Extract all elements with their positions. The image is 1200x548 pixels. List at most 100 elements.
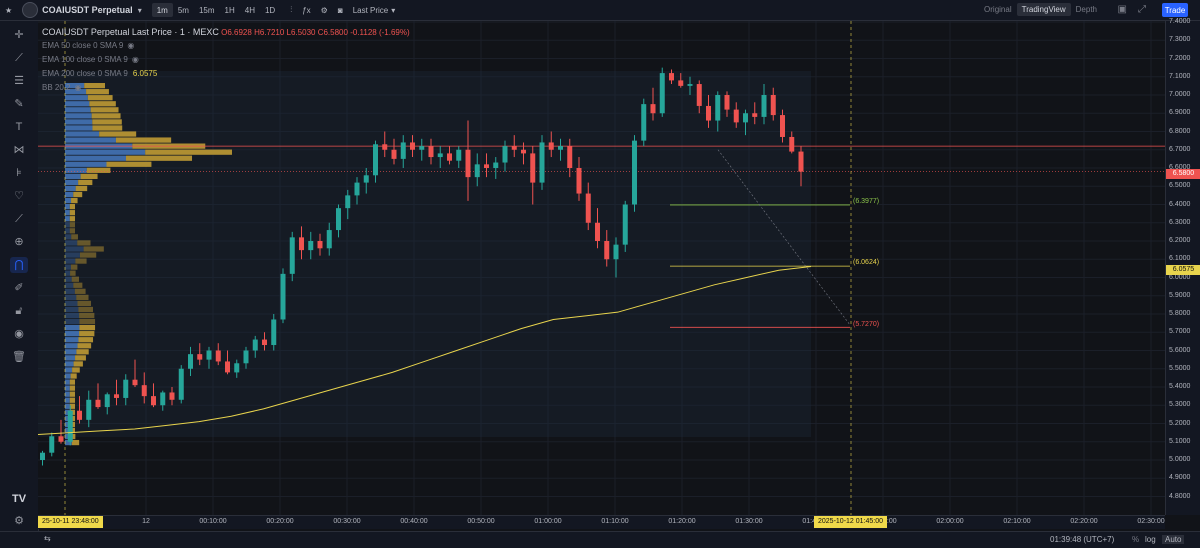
time-tick: 02:30:00	[1137, 518, 1165, 525]
indicator-bb[interactable]: BB 20 2	[42, 83, 71, 92]
volume-profile-down	[71, 197, 78, 204]
volume-profile-down	[72, 367, 80, 373]
time-tick: 00:10:00	[199, 518, 227, 525]
lock-icon[interactable]: 🔓︎	[15, 305, 23, 317]
candle-body	[456, 149, 462, 161]
eye-icon[interactable]: ◉	[127, 41, 135, 50]
timeframe-15m[interactable]: 15m	[198, 5, 215, 15]
time-axis[interactable]: 02:30:0002:20:0002:10:0002:00:0001:50:00…	[38, 515, 1165, 529]
volume-profile-down	[69, 379, 75, 385]
time-crosshair-right: 2025-10-12 01:45:00	[814, 516, 887, 528]
timeframe-5m[interactable]: 5m	[177, 5, 189, 15]
volume-profile-up	[65, 234, 72, 240]
settings-gear-icon[interactable]: ⚙	[14, 515, 24, 527]
volume-profile-up	[65, 155, 126, 161]
volume-profile-up	[65, 216, 70, 222]
timeframe-1d[interactable]: 1D	[264, 5, 276, 15]
indicator-ema50[interactable]: EMA 50 close 0 SMA 9	[42, 41, 124, 50]
trade-button[interactable]: Trade	[1162, 3, 1188, 17]
timeframe-group: 1m 5m 15m 1H 4H 1D	[147, 0, 286, 20]
volume-profile-up	[65, 300, 78, 307]
lock-drawing-icon[interactable]: ✐	[14, 282, 24, 294]
fullscreen-icon[interactable]: ⤢	[1138, 4, 1146, 15]
price-tick: 7.3000	[1169, 36, 1191, 44]
candle-body	[530, 153, 536, 183]
legend-change: -0.1128 (-1.69%)	[350, 28, 410, 37]
percent-toggle[interactable]: %	[1132, 535, 1140, 544]
chevron-down-icon: ▾	[391, 5, 396, 15]
eye-icon[interactable]: ◉	[14, 328, 24, 340]
time-tick: 02:10:00	[1003, 518, 1031, 525]
forecast-tool-icon[interactable]: ⊧	[16, 167, 22, 179]
candle-body	[262, 339, 267, 346]
timeframe-1m[interactable]: 1m	[151, 3, 173, 17]
current-price-label: 6.5800	[1166, 169, 1200, 179]
candle-body	[789, 136, 795, 152]
favorite-star-icon[interactable]: ★	[5, 5, 13, 15]
trend-line-icon[interactable]: ⟋	[15, 52, 23, 64]
volume-profile-down	[74, 288, 86, 294]
candle-body	[391, 149, 397, 159]
volume-profile-down	[86, 89, 109, 95]
auto-toggle[interactable]: Auto	[1162, 535, 1185, 544]
crosshair-icon[interactable]: ✛	[14, 29, 24, 41]
symbol-selector[interactable]: COAIUSDT Perpetual ▾	[17, 0, 147, 20]
go-to-date-icon[interactable]: ⇆	[44, 534, 51, 543]
trash-icon[interactable]: 🗑︎	[12, 351, 26, 363]
level-label-upper: (6.3977)	[853, 198, 880, 205]
volume-profile-up	[65, 270, 71, 276]
volume-profile-down	[77, 300, 92, 307]
time-tick: 00:40:00	[400, 518, 428, 525]
volume-profile-up	[65, 167, 87, 173]
volume-profile-down	[69, 216, 75, 222]
timeframe-4h[interactable]: 4H	[244, 5, 255, 15]
price-axis[interactable]: 4.8000 4.9000 5.0000 5.1000 5.2000 5.3000 5.40…	[1165, 18, 1200, 515]
volume-profile-up	[65, 337, 79, 343]
timeframe-1h[interactable]: 1H	[224, 5, 235, 15]
volume-profile-up	[65, 282, 74, 288]
volume-profile-down	[71, 276, 79, 282]
camera-icon[interactable]: ◙	[337, 5, 343, 15]
text-tool-icon[interactable]: T	[15, 121, 23, 133]
candle-body	[539, 142, 545, 183]
clock-display[interactable]: 01:39:48 (UTC+7)	[1050, 535, 1115, 544]
volume-profile-up	[65, 312, 80, 319]
price-chart[interactable]	[38, 21, 1165, 515]
chart-area[interactable]: COAIUSDT Perpetual Last Price · 1 · MEXC…	[38, 21, 1165, 515]
volume-profile-down	[84, 83, 105, 89]
candle-body	[724, 95, 730, 110]
volume-profile-down	[69, 391, 75, 397]
volume-profile-down	[69, 397, 75, 403]
view-depth[interactable]: Depth	[1075, 5, 1097, 14]
indicator-ema100[interactable]: EMA 100 close 0 SMA 9	[42, 55, 128, 64]
indicator-ema200[interactable]: EMA 200 close 0 SMA 9	[42, 69, 128, 78]
volume-profile-down	[145, 149, 232, 155]
view-original[interactable]: Original	[984, 5, 1012, 14]
volume-profile-down	[125, 155, 193, 161]
indicator-icon[interactable]: ƒx	[302, 5, 311, 15]
candle-type-icon[interactable]: ⫶	[290, 5, 293, 14]
settings-gear-icon[interactable]: ⚙	[320, 5, 328, 15]
log-toggle[interactable]: log	[1145, 535, 1156, 544]
ruler-icon[interactable]: ⟋	[15, 213, 23, 225]
volume-profile-down	[89, 101, 116, 107]
eye-icon[interactable]: ◉	[131, 55, 139, 64]
zoom-in-icon[interactable]: ⊕	[14, 236, 24, 248]
view-tradingview[interactable]: TradingView	[1016, 3, 1071, 16]
candle-body	[169, 392, 175, 400]
candle-body	[622, 204, 628, 245]
price-tick: 5.5000	[1169, 364, 1191, 372]
volume-profile-down	[69, 222, 75, 228]
eye-icon[interactable]: ◉	[74, 83, 82, 92]
brush-icon[interactable]: ✎	[14, 98, 24, 110]
volume-profile-down	[73, 191, 83, 198]
price-type-dropdown[interactable]: Last Price ▾	[348, 0, 401, 20]
heart-icon[interactable]: ♡	[14, 190, 24, 202]
candle-body	[104, 394, 110, 408]
layout-icon[interactable]: ▣	[1117, 4, 1127, 15]
price-tick: 4.9000	[1169, 474, 1191, 482]
magnet-icon[interactable]: ⋂	[10, 257, 28, 273]
horizontal-lines-icon[interactable]: ☰	[14, 75, 24, 87]
pattern-tool-icon[interactable]: ⋈	[13, 144, 25, 156]
candle-body	[141, 385, 147, 397]
